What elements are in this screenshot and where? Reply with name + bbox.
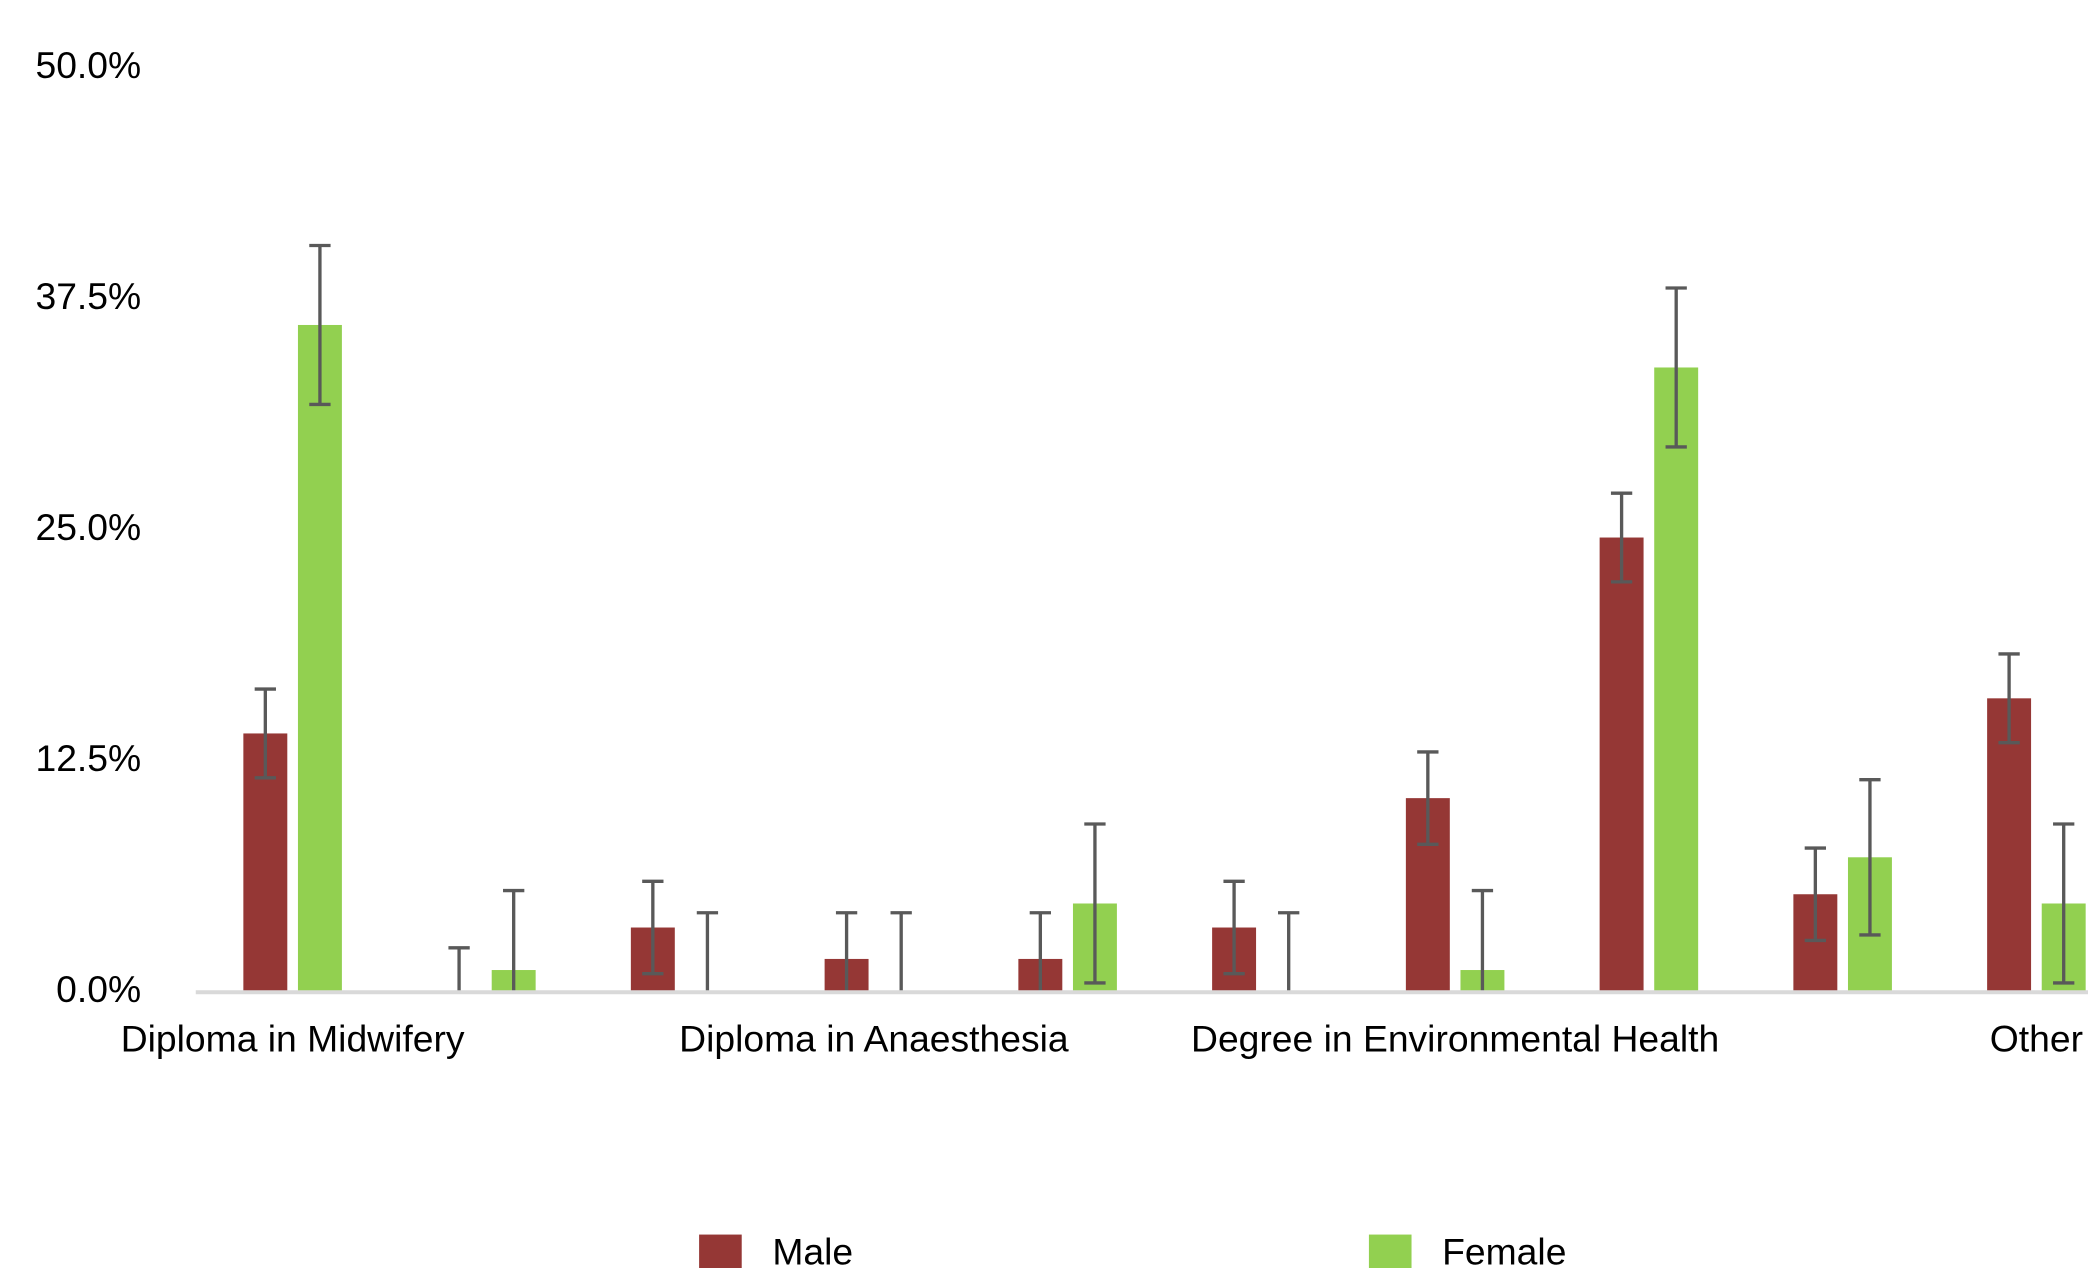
y-tick-label: 12.5% bbox=[35, 737, 141, 779]
error-bar bbox=[1417, 750, 1439, 847]
bar bbox=[1987, 698, 2032, 993]
x-tick-label: Other bbox=[1990, 1017, 2083, 1059]
error-bar bbox=[696, 911, 719, 993]
legend-label: Female bbox=[1442, 1230, 1566, 1268]
bar bbox=[1599, 537, 1644, 993]
error-bar bbox=[1029, 911, 1051, 993]
legend-swatch bbox=[699, 1234, 742, 1268]
x-tick-label: Diploma in Anaesthesia bbox=[679, 1017, 1069, 1059]
error-bar bbox=[254, 687, 276, 780]
error-bar bbox=[1998, 652, 2020, 745]
x-tick-label: Degree in Environmental Health bbox=[1191, 1017, 1719, 1059]
error-bar bbox=[1084, 822, 1106, 985]
error-bar bbox=[309, 243, 331, 407]
y-tick-label: 50.0% bbox=[35, 44, 141, 86]
error-bar bbox=[642, 879, 664, 976]
y-tick-label: 25.0% bbox=[35, 506, 141, 548]
x-tick-label: Diploma in Midwifery bbox=[121, 1017, 465, 1059]
error-bar bbox=[503, 888, 525, 993]
legend-label: Male bbox=[772, 1230, 853, 1268]
error-bar bbox=[1278, 911, 1300, 993]
error-bars bbox=[254, 243, 2075, 993]
bar bbox=[297, 324, 342, 993]
error-bar bbox=[2053, 822, 2075, 985]
error-bar bbox=[1471, 888, 1494, 993]
y-tick-label: 0.0% bbox=[56, 968, 141, 1010]
error-bar bbox=[448, 946, 470, 993]
error-bar bbox=[1223, 879, 1245, 976]
error-bar bbox=[835, 911, 858, 993]
error-bar bbox=[890, 911, 912, 993]
legend-swatch bbox=[1368, 1234, 1412, 1268]
error-bar bbox=[1804, 846, 1827, 943]
error-bar bbox=[1859, 777, 1881, 937]
y-tick-label: 37.5% bbox=[35, 275, 141, 317]
bar bbox=[1654, 367, 1699, 993]
error-bar bbox=[1665, 286, 1687, 449]
error-bar bbox=[1610, 491, 1633, 584]
